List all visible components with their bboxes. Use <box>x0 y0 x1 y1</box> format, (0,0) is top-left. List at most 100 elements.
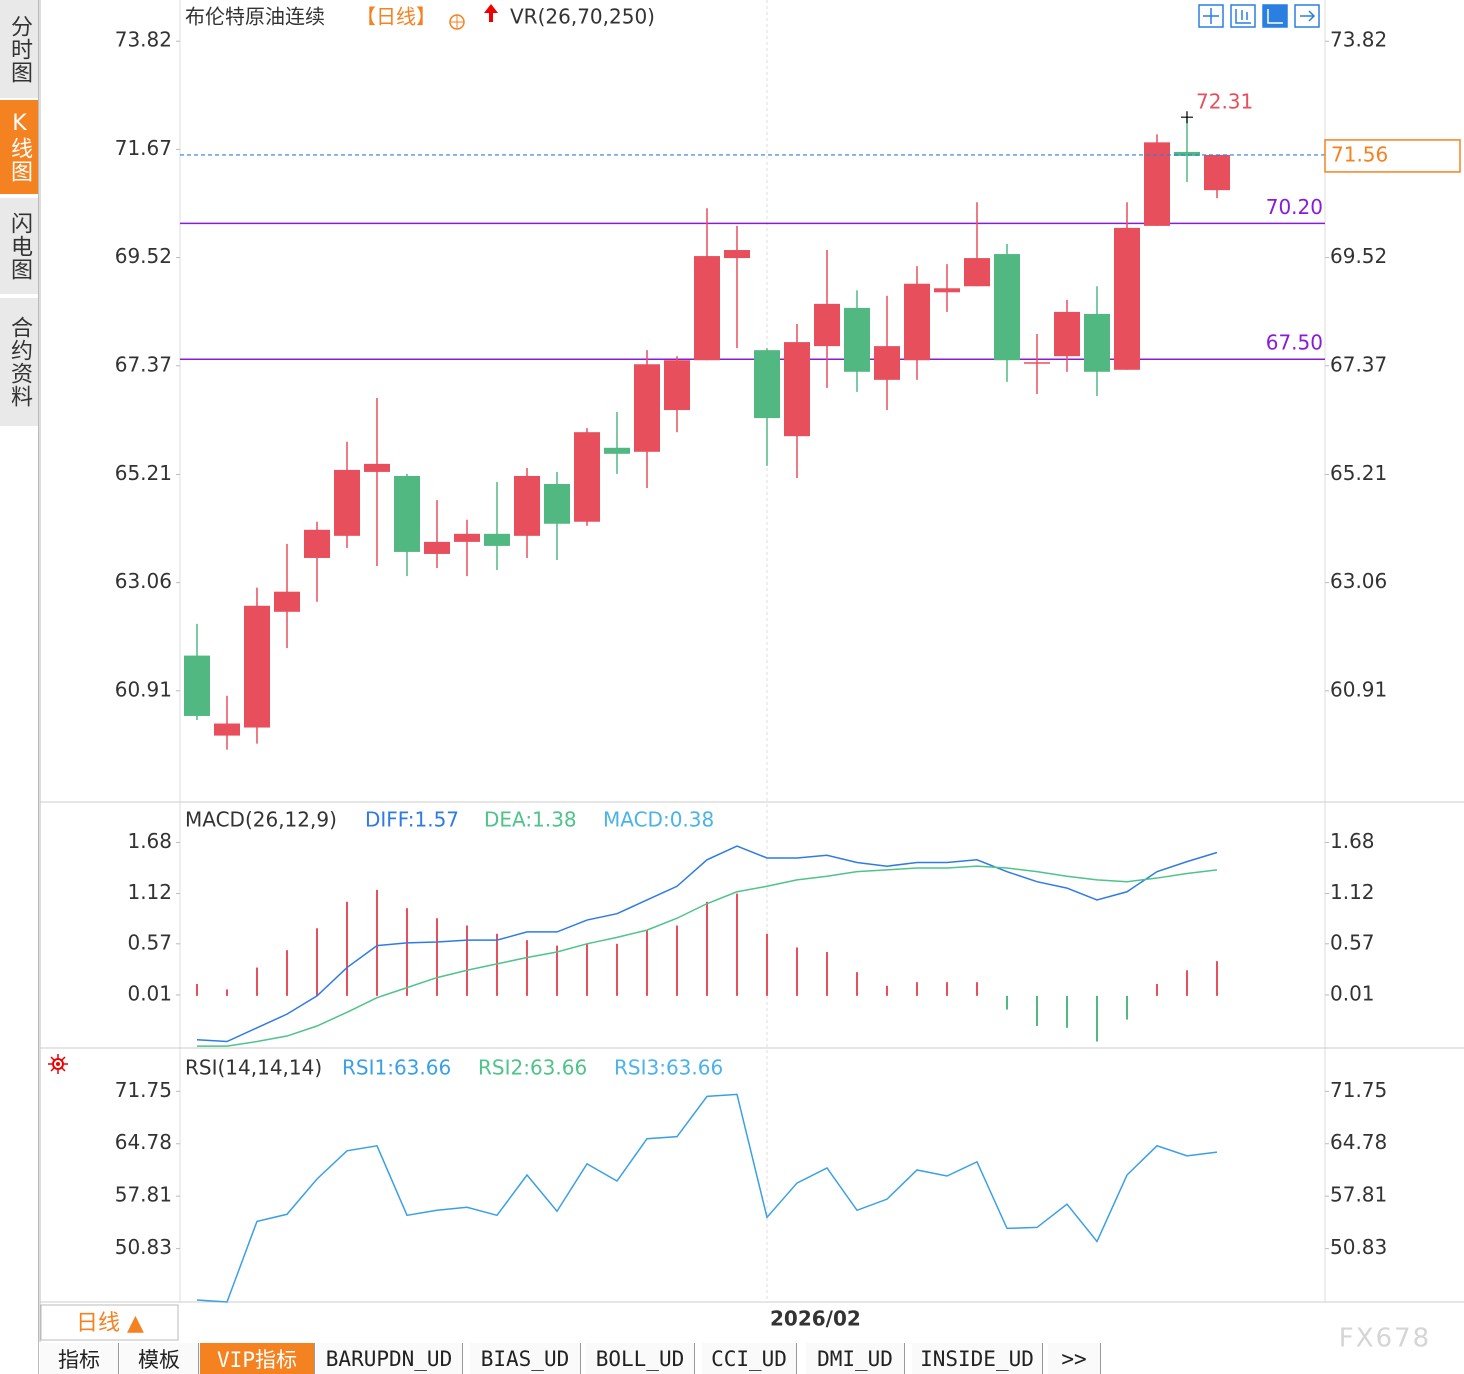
candle-body <box>274 591 300 612</box>
y-tick-label: 63.06 <box>115 569 172 593</box>
bottom-tab[interactable]: BARUPDN_UD <box>316 1343 463 1374</box>
y-tick-label: 50.83 <box>115 1235 172 1259</box>
legend-label: RSI3:63.66 <box>614 1056 723 1080</box>
candle-body <box>634 364 660 452</box>
period-button-label[interactable]: 日线 ▲ <box>76 1311 144 1336</box>
candle-body <box>514 475 540 536</box>
candle-body <box>784 342 810 437</box>
high-label: 72.31 <box>1196 90 1253 114</box>
y-tick-label: 0.57 <box>127 930 172 954</box>
y2-tick-label: 65.21 <box>1330 461 1387 485</box>
candle-body <box>1144 142 1170 226</box>
y-tick-label: 73.82 <box>115 28 172 52</box>
legend-label: DIFF:1.57 <box>365 808 459 832</box>
candle-body <box>814 303 840 347</box>
legend-label: RSI1:63.66 <box>342 1056 451 1080</box>
y-tick-label: 67.37 <box>115 352 172 376</box>
candle-body <box>994 254 1020 361</box>
last-price-label: 71.56 <box>1331 142 1388 166</box>
watermark: FX678 <box>1339 1324 1431 1354</box>
candle-body <box>874 346 900 380</box>
candle-body <box>364 463 390 472</box>
period-button[interactable] <box>40 1304 179 1341</box>
candle-body <box>184 655 210 716</box>
bottom-tab[interactable]: 指标 <box>40 1343 119 1374</box>
candle-body <box>424 541 450 554</box>
sidebar-tab[interactable]: 分时图 <box>0 0 38 98</box>
candle-body <box>304 529 330 558</box>
candle-body <box>1084 313 1110 372</box>
candle-body <box>844 307 870 372</box>
sidebar-tab[interactable]: 闪电图 <box>0 198 38 294</box>
indicator-label: VR(26,70,250) <box>510 5 655 29</box>
bottom-tab[interactable]: BOLL_UD <box>586 1343 695 1374</box>
chart-title: 布伦特原油连续 <box>185 5 325 29</box>
y-tick-label: 57.81 <box>115 1183 172 1207</box>
legend-label: MACD:0.38 <box>603 808 714 832</box>
y2-tick-label: 69.52 <box>1330 244 1387 268</box>
high-marker <box>1181 111 1193 124</box>
y2-tick-label: 63.06 <box>1330 569 1387 593</box>
settings-icon[interactable] <box>449 14 465 30</box>
panel-title: RSI(14,14,14) <box>185 1056 322 1080</box>
y2-tick-label: 73.82 <box>1330 28 1387 52</box>
bottom-tab[interactable]: INSIDE_UD <box>912 1343 1043 1374</box>
bottom-tab[interactable]: VIP指标 <box>200 1343 315 1374</box>
y-tick-label: 60.91 <box>115 677 172 701</box>
candle-body <box>214 723 240 736</box>
level-label: 70.20 <box>1266 195 1323 219</box>
candle-body <box>964 258 990 287</box>
candle-body <box>574 432 600 522</box>
line-series <box>196 845 1218 1043</box>
line-series <box>197 865 1218 1047</box>
y-tick-label: 71.67 <box>115 136 172 160</box>
bottom-tab[interactable]: BIAS_UD <box>470 1343 581 1374</box>
candle-body <box>454 533 480 542</box>
candle-body <box>604 447 630 454</box>
y2-tick-label: 64.78 <box>1330 1130 1387 1154</box>
sidebar: 分时图 K线图闪电图合约资料 <box>0 0 39 1374</box>
legend-label: RSI2:63.66 <box>478 1056 587 1080</box>
y-tick-label: 0.01 <box>127 981 172 1005</box>
sidebar-tab[interactable]: 合约资料 <box>0 298 38 426</box>
arrow-icon <box>484 4 498 22</box>
bottom-tab[interactable]: >> <box>1048 1343 1101 1374</box>
bottom-tab[interactable]: DMI_UD <box>806 1343 905 1374</box>
sidebar-tab[interactable]: K线图 <box>0 100 38 194</box>
tab-bar: 指标 模板 VIP指标 BARUPDN_UD BIAS_UD BOLL_UD CCI_UD D… <box>40 1343 1140 1374</box>
candle-body <box>934 288 960 293</box>
bottom-tab[interactable]: 模板 <box>120 1343 199 1374</box>
candle-body <box>1024 362 1050 364</box>
line-series <box>196 1093 1218 1303</box>
y-tick-label: 64.78 <box>115 1130 172 1154</box>
candle-body <box>904 283 930 361</box>
y-tick-label: 69.52 <box>115 244 172 268</box>
y2-tick-label: 57.81 <box>1330 1183 1387 1207</box>
y2-tick-label: 50.83 <box>1330 1235 1387 1259</box>
panel-title: MACD(26,12,9) <box>185 808 337 832</box>
last-price-box <box>1324 139 1461 173</box>
candle-body <box>694 256 720 361</box>
y2-tick-label: 0.57 <box>1330 930 1375 954</box>
y2-tick-label: 1.68 <box>1330 829 1375 853</box>
candle-body <box>1204 154 1230 191</box>
candle-body <box>664 360 690 411</box>
y-tick-label: 65.21 <box>115 461 172 485</box>
bottom-tab[interactable]: CCI_UD <box>702 1343 797 1374</box>
candle-body <box>724 250 750 259</box>
candle-body <box>484 533 510 546</box>
y2-tick-label: 0.01 <box>1330 981 1375 1005</box>
candle-body <box>1114 227 1140 370</box>
period-label: 【日线】 <box>356 5 436 29</box>
rsi-icon[interactable] <box>48 1054 68 1074</box>
candle-body <box>754 350 780 419</box>
candle-body <box>544 484 570 524</box>
y2-tick-label: 71.75 <box>1330 1078 1387 1102</box>
y-tick-label: 1.12 <box>127 880 172 904</box>
y2-tick-label: 60.91 <box>1330 677 1387 701</box>
candle-body <box>1054 311 1080 357</box>
level-label: 67.50 <box>1266 331 1323 355</box>
toolbar-icons[interactable] <box>1198 4 1320 28</box>
